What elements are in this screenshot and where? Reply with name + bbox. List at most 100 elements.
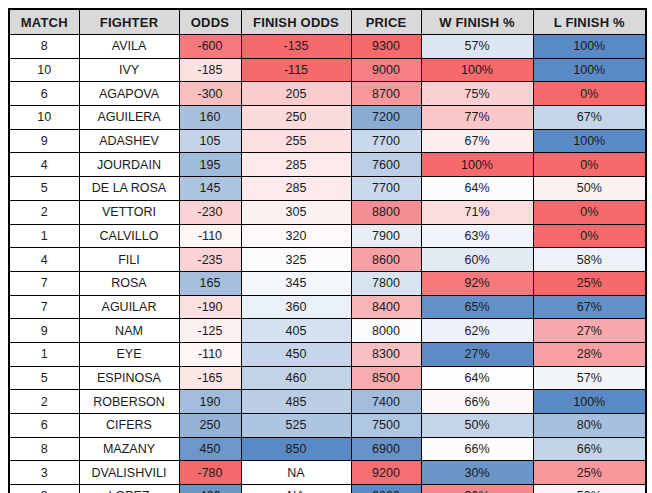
cell-w-finish[interactable]: 60% [421, 248, 533, 272]
cell-odds[interactable]: 105 [179, 129, 241, 153]
cell-l-finish[interactable]: 58% [533, 248, 646, 272]
cell-fighter[interactable]: ROSA [79, 271, 179, 295]
cell-l-finish[interactable]: 0% [533, 200, 646, 224]
cell-price[interactable]: 8400 [351, 295, 421, 319]
cell-l-finish[interactable]: 25% [533, 271, 646, 295]
cell-finish-odds[interactable]: 325 [241, 248, 351, 272]
cell-w-finish[interactable]: 77% [421, 106, 533, 130]
cell-fighter[interactable]: MAZANY [79, 437, 179, 461]
cell-price[interactable]: 8500 [351, 366, 421, 390]
cell-odds[interactable]: -165 [179, 366, 241, 390]
cell-finish-odds[interactable]: 205 [241, 82, 351, 106]
cell-l-finish[interactable]: 67% [533, 106, 646, 130]
cell-w-finish[interactable]: 66% [421, 437, 533, 461]
cell-l-finish[interactable]: 80% [533, 414, 646, 438]
cell-match[interactable]: 8 [9, 437, 79, 461]
cell-l-finish[interactable]: 0% [533, 224, 646, 248]
cell-finish-odds[interactable]: 850 [241, 437, 351, 461]
cell-w-finish[interactable]: 27% [421, 342, 533, 366]
cell-odds[interactable]: -110 [179, 224, 241, 248]
cell-fighter[interactable]: DE LA ROSA [79, 177, 179, 201]
cell-fighter[interactable]: CIFERS [79, 414, 179, 438]
cell-finish-odds[interactable]: 405 [241, 319, 351, 343]
cell-fighter[interactable]: AGUILERA [79, 106, 179, 130]
cell-fighter[interactable]: IVY [79, 58, 179, 82]
cell-l-finish[interactable]: 100% [533, 390, 646, 414]
cell-price[interactable]: 7700 [351, 177, 421, 201]
cell-match[interactable]: 4 [9, 248, 79, 272]
cell-odds[interactable]: -185 [179, 58, 241, 82]
cell-price[interactable]: 7500 [351, 414, 421, 438]
cell-odds[interactable]: -235 [179, 248, 241, 272]
cell-w-finish[interactable]: 90% [421, 485, 533, 493]
cell-l-finish[interactable]: 100% [533, 35, 646, 59]
cell-l-finish[interactable]: 50% [533, 485, 646, 493]
cell-w-finish[interactable]: 100% [421, 58, 533, 82]
header-cell-w-finish[interactable]: W FINISH % [421, 9, 533, 35]
cell-price[interactable]: 7600 [351, 153, 421, 177]
cell-fighter[interactable]: ADASHEV [79, 129, 179, 153]
cell-fighter[interactable]: AGUILAR [79, 295, 179, 319]
cell-odds[interactable]: -190 [179, 295, 241, 319]
cell-match[interactable]: 3 [9, 461, 79, 485]
cell-odds[interactable]: -300 [179, 82, 241, 106]
cell-l-finish[interactable]: 25% [533, 461, 646, 485]
cell-odds[interactable]: -230 [179, 200, 241, 224]
cell-w-finish[interactable]: 62% [421, 319, 533, 343]
cell-fighter[interactable]: VETTORI [79, 200, 179, 224]
cell-odds[interactable]: 250 [179, 414, 241, 438]
cell-odds[interactable]: 450 [179, 437, 241, 461]
cell-price[interactable]: 8800 [351, 200, 421, 224]
cell-w-finish[interactable]: 50% [421, 414, 533, 438]
cell-match[interactable]: 6 [9, 82, 79, 106]
cell-fighter[interactable]: NAM [79, 319, 179, 343]
cell-l-finish[interactable]: 67% [533, 295, 646, 319]
cell-price[interactable]: 9200 [351, 461, 421, 485]
cell-fighter[interactable]: LOPEZ [79, 485, 179, 493]
cell-finish-odds[interactable]: 460 [241, 366, 351, 390]
cell-price[interactable]: 9000 [351, 58, 421, 82]
cell-fighter[interactable]: ESPINOSA [79, 366, 179, 390]
cell-finish-odds[interactable]: 305 [241, 200, 351, 224]
cell-finish-odds[interactable]: 345 [241, 271, 351, 295]
header-cell-price[interactable]: PRICE [351, 9, 421, 35]
cell-price[interactable]: 7800 [351, 271, 421, 295]
cell-finish-odds[interactable]: NA [241, 485, 351, 493]
cell-match[interactable]: 1 [9, 224, 79, 248]
cell-w-finish[interactable]: 65% [421, 295, 533, 319]
cell-l-finish[interactable]: 0% [533, 153, 646, 177]
cell-finish-odds[interactable]: 285 [241, 177, 351, 201]
cell-match[interactable]: 10 [9, 58, 79, 82]
cell-fighter[interactable]: EYE [79, 342, 179, 366]
cell-odds[interactable]: -110 [179, 342, 241, 366]
cell-finish-odds[interactable]: 285 [241, 153, 351, 177]
cell-w-finish[interactable]: 30% [421, 461, 533, 485]
cell-w-finish[interactable]: 75% [421, 82, 533, 106]
cell-finish-odds[interactable]: 320 [241, 224, 351, 248]
cell-odds[interactable]: -125 [179, 319, 241, 343]
cell-match[interactable]: 6 [9, 414, 79, 438]
cell-price[interactable]: 8300 [351, 342, 421, 366]
cell-price[interactable]: 8700 [351, 82, 421, 106]
cell-w-finish[interactable]: 100% [421, 153, 533, 177]
cell-odds[interactable]: 145 [179, 177, 241, 201]
cell-price[interactable]: 7700 [351, 129, 421, 153]
cell-match[interactable]: 5 [9, 177, 79, 201]
cell-price[interactable]: 9300 [351, 35, 421, 59]
cell-l-finish[interactable]: 100% [533, 58, 646, 82]
cell-price[interactable]: 7200 [351, 106, 421, 130]
cell-w-finish[interactable]: 64% [421, 366, 533, 390]
cell-fighter[interactable]: JOURDAIN [79, 153, 179, 177]
cell-l-finish[interactable]: 50% [533, 177, 646, 201]
cell-finish-odds[interactable]: NA [241, 461, 351, 485]
cell-l-finish[interactable]: 57% [533, 366, 646, 390]
cell-fighter[interactable]: DVALISHVILI [79, 461, 179, 485]
cell-odds[interactable]: 460 [179, 485, 241, 493]
cell-match[interactable]: 8 [9, 35, 79, 59]
header-cell-match[interactable]: MATCH [9, 9, 79, 35]
cell-l-finish[interactable]: 100% [533, 129, 646, 153]
cell-match[interactable]: 7 [9, 271, 79, 295]
cell-w-finish[interactable]: 57% [421, 35, 533, 59]
cell-finish-odds[interactable]: -115 [241, 58, 351, 82]
cell-price[interactable]: 7900 [351, 224, 421, 248]
